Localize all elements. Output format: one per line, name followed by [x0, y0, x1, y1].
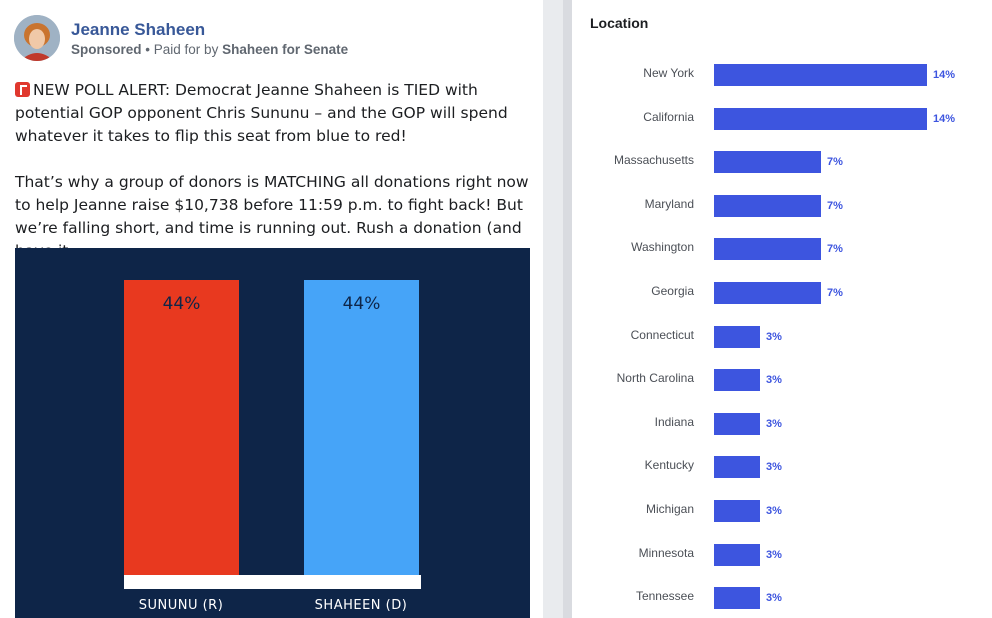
- location-label: Tennessee: [635, 589, 694, 603]
- location-value: 14%: [933, 113, 956, 125]
- location-label: California: [643, 110, 694, 124]
- location-label: Michigan: [645, 502, 694, 516]
- location-value: 3%: [766, 592, 782, 604]
- poll-bar-label: SHAHEEN (D): [314, 598, 408, 613]
- poll-bar-value: 44%: [162, 294, 201, 314]
- location-bar: [714, 456, 760, 478]
- poll-bar-shaheen: 44%: [304, 280, 419, 575]
- location-bar: [714, 108, 927, 130]
- location-value: 3%: [766, 505, 782, 517]
- location-bar: [714, 587, 760, 609]
- ad-post: Jeanne Shaheen Sponsored • Paid for by S…: [0, 0, 543, 618]
- poll-bar-sununu: 44%: [124, 280, 239, 575]
- poll-bar-label: SUNUNU (R): [138, 598, 224, 613]
- location-label: Connecticut: [630, 328, 694, 342]
- location-value: 7%: [827, 200, 843, 212]
- location-label: Minnesota: [638, 546, 694, 560]
- location-value: 7%: [827, 243, 843, 255]
- location-label: Maryland: [644, 197, 694, 211]
- post-paragraph-1: NEW POLL ALERT: Democrat Jeanne Shaheen …: [15, 79, 530, 148]
- location-title: Location: [590, 15, 649, 31]
- paid-for-by-link[interactable]: Shaheen for Senate: [222, 42, 349, 57]
- location-label: North Carolina: [616, 371, 694, 385]
- poll-bar-baseline: [124, 575, 421, 589]
- post-meta: Sponsored • Paid for by Shaheen for Sena…: [71, 42, 348, 57]
- location-value: 14%: [933, 69, 956, 81]
- location-value: 3%: [766, 374, 782, 386]
- location-bar: [714, 238, 821, 260]
- location-bar: [714, 544, 760, 566]
- poll-graphic-image[interactable]: 44% SUNUNU (R) 44% SHAHEEN (D): [15, 248, 530, 618]
- post-paragraph-1-text: NEW POLL ALERT: Democrat Jeanne Shaheen …: [15, 81, 508, 145]
- location-value: 7%: [827, 287, 843, 299]
- location-label: New York: [643, 66, 694, 80]
- location-label: Indiana: [654, 415, 694, 429]
- location-value: 3%: [766, 418, 782, 430]
- post-body: NEW POLL ALERT: Democrat Jeanne Shaheen …: [15, 79, 530, 263]
- location-value: 3%: [766, 461, 782, 473]
- meta-separator: •: [145, 42, 151, 57]
- poll-bar-value: 44%: [342, 294, 381, 314]
- location-label: Washington: [631, 240, 694, 254]
- location-label: Kentucky: [644, 458, 694, 472]
- flag-red-icon: [15, 82, 30, 97]
- location-value: 3%: [766, 549, 782, 561]
- location-bar: [714, 195, 821, 217]
- panel-divider: [563, 0, 572, 618]
- location-bar: [714, 326, 760, 348]
- page-name-link[interactable]: Jeanne Shaheen: [71, 20, 206, 39]
- paid-for-prefix: Paid for by: [153, 42, 219, 57]
- profile-avatar[interactable]: [14, 15, 60, 61]
- location-panel: Location New York 14% California 14% Massach…: [572, 0, 992, 618]
- location-bar: [714, 413, 760, 435]
- location-bar: [714, 64, 927, 86]
- location-label: Georgia: [651, 284, 694, 298]
- location-value: 7%: [827, 156, 843, 168]
- location-bar: [714, 282, 821, 304]
- location-bar: [714, 151, 821, 173]
- location-bar: [714, 500, 760, 522]
- person-photo-icon: [14, 15, 60, 61]
- location-bar: [714, 369, 760, 391]
- location-value: 3%: [766, 331, 782, 343]
- location-label: Massachusetts: [613, 153, 694, 167]
- sponsored-label[interactable]: Sponsored: [71, 42, 142, 57]
